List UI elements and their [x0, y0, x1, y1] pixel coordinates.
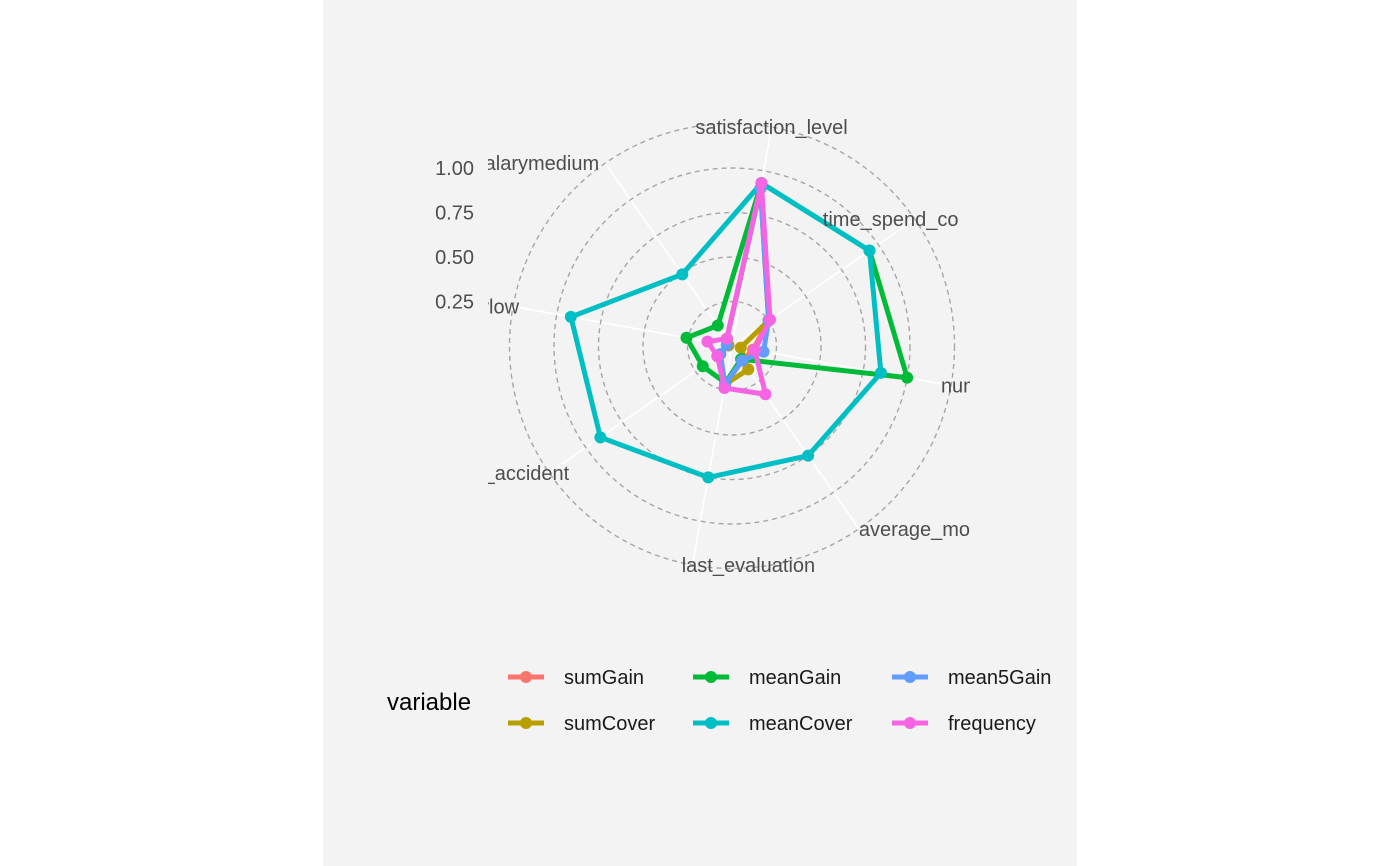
point-sumCover-number_project [734, 341, 747, 354]
legend-title: variable [387, 689, 471, 716]
grid-circle-1 [597, 211, 867, 481]
legend-key-meanCover: meanCover [693, 713, 853, 735]
grid-spoke-average_montly_hours [731, 345, 860, 530]
axis-label-number_project: number_pro [941, 376, 1049, 398]
grid-spoke-salarymedium [604, 162, 733, 347]
axis-label-average_montly_hours: average_montly_hours [859, 519, 1062, 541]
point-mean5Gain-average_montly_hours [736, 354, 749, 367]
point-frequency-satisfaction_level [755, 177, 768, 190]
axis-label-time_spend_company: time_spend_co [823, 209, 959, 231]
point-meanGain-salarylow [680, 331, 693, 344]
legend: variable sumGain sumCover meanGain meanCover… [387, 667, 1051, 735]
legend-label-meanGain: meanGain [749, 667, 841, 689]
legend-label-sumGain: sumGain [564, 667, 644, 689]
legend-key-frequency: frequency [892, 713, 1036, 735]
series-frequency [701, 177, 777, 401]
axis-label-salarymedium: salarymedium [475, 153, 599, 175]
axis-label-last_evaluation: last_evaluation [682, 555, 815, 577]
grid-spoke-salarylow [512, 305, 733, 347]
legend-swatch-point-mean5Gain [904, 671, 916, 683]
legend-label-frequency: frequency [948, 713, 1036, 735]
label-layer: 1.00 0.75 0.50 0.25 satisfaction_level time_s… [435, 117, 1062, 577]
legend-key-meanGain: meanGain [693, 667, 841, 689]
radial-tick-label-0: 1.00 [435, 158, 474, 180]
grid-circle-2 [642, 256, 822, 436]
point-meanGain-salarymedium [711, 319, 724, 332]
legend-label-mean5Gain: mean5Gain [948, 667, 1051, 689]
point-meanCover-time_spend_company [863, 244, 876, 257]
point-frequency-time_spend_company [764, 313, 777, 326]
category-labels: satisfaction_level time_spend_co number_pr… [436, 117, 1062, 577]
point-meanCover-last_evaluation [702, 471, 715, 484]
legend-swatch-point-meanCover [705, 717, 717, 729]
grid-circle-outer [508, 122, 956, 570]
legend-label-sumCover: sumCover [564, 713, 655, 735]
legend-swatch-point-sumCover [520, 717, 532, 729]
point-frequency-number_project [748, 344, 761, 357]
point-sumCover-average_montly_hours [742, 363, 755, 376]
point-meanCover-average_montly_hours [802, 449, 815, 462]
legend-key-sumCover: sumCover [508, 713, 655, 735]
point-frequency-average_montly_hours [759, 388, 772, 401]
legend-swatch-point-meanGain [705, 671, 717, 683]
series-layer [564, 177, 914, 484]
axis-label-Work_accident: rk_accident [467, 463, 570, 485]
grid-circle-0 [553, 167, 911, 525]
axis-label-satisfaction_level: satisfaction_level [695, 117, 847, 139]
point-frequency-last_evaluation [718, 382, 731, 395]
legend-key-sumGain: sumGain [508, 667, 644, 689]
point-frequency-salarylow [701, 335, 714, 348]
radial-tick-label-3: 0.25 [435, 292, 474, 314]
radial-tick-label-2: 0.50 [435, 247, 474, 269]
point-meanCover-Work_accident [594, 431, 607, 444]
legend-swatch-point-sumGain [520, 671, 532, 683]
axis-label-salarylow: salarylow [436, 296, 520, 318]
legend-key-mean5Gain: mean5Gain [892, 667, 1051, 689]
legend-label-meanCover: meanCover [749, 713, 853, 735]
point-meanCover-salarylow [564, 310, 577, 323]
radial-tick-label-1: 0.75 [435, 203, 474, 225]
grid-circle-3 [686, 300, 778, 392]
point-meanGain-Work_accident [696, 360, 709, 373]
point-frequency-Work_accident [711, 350, 724, 363]
point-meanGain-number_project [901, 371, 914, 384]
point-meanCover-salarymedium [676, 268, 689, 281]
point-frequency-salarymedium [720, 332, 733, 345]
legend-swatch-point-frequency [904, 717, 916, 729]
point-meanCover-number_project [874, 366, 887, 379]
